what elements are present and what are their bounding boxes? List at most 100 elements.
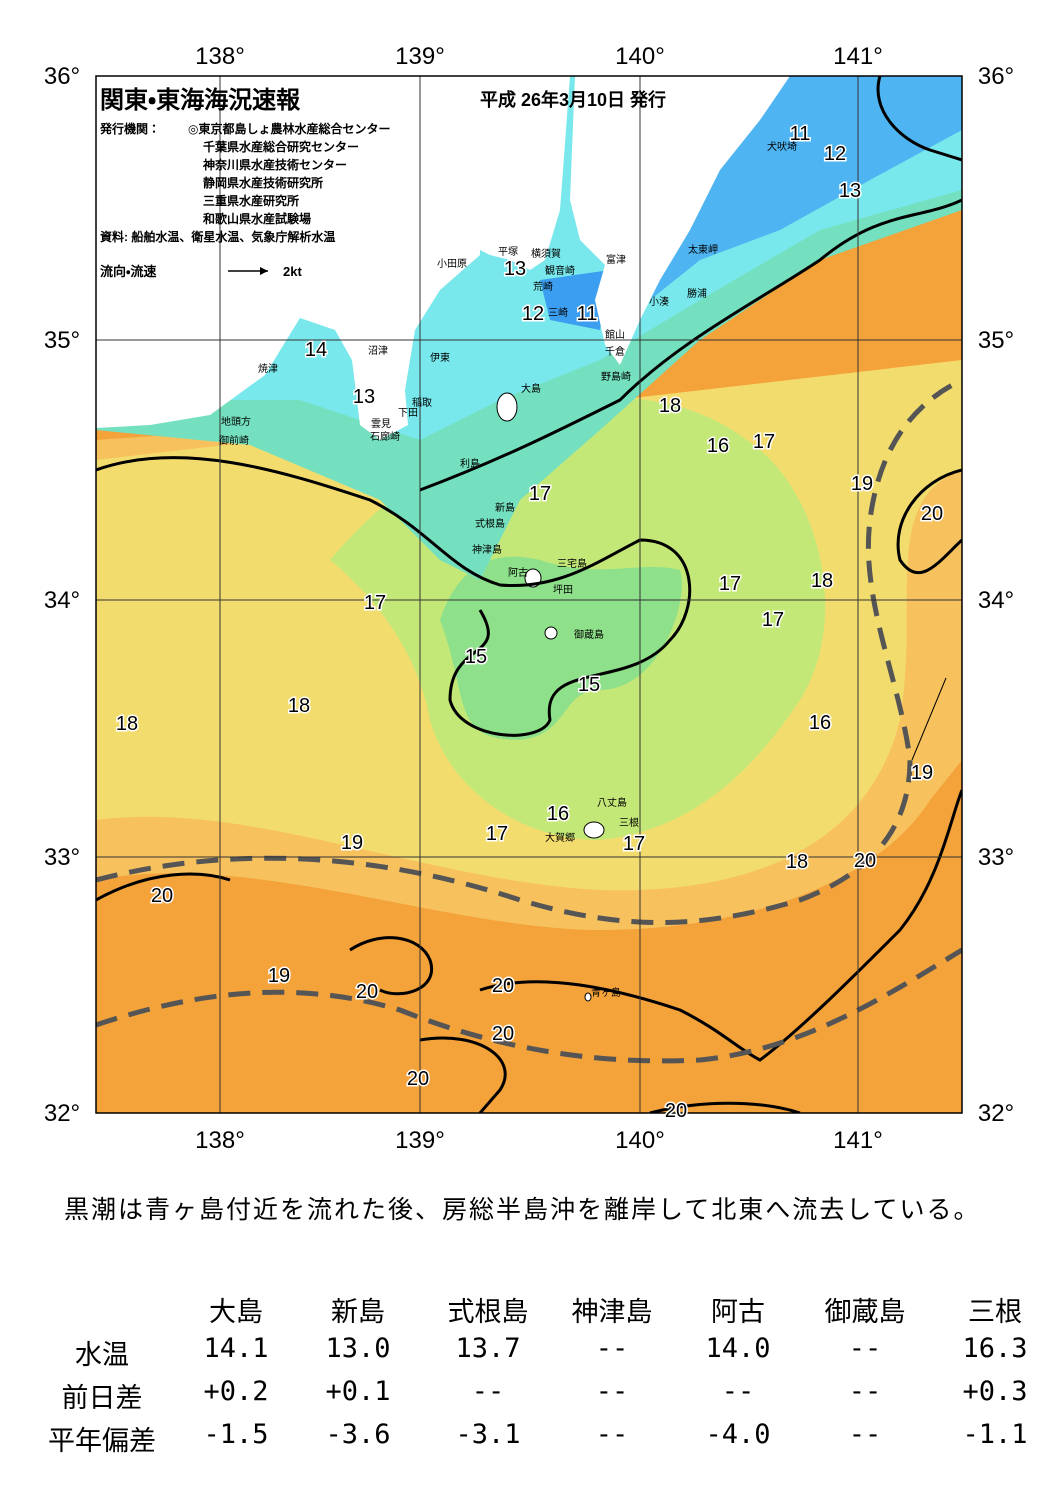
lon-label: 138° [195, 1127, 245, 1154]
column-header: 阿古 [711, 1297, 765, 1328]
table-cell: 14.1 [203, 1333, 269, 1364]
place-name: 太東岬 [688, 243, 718, 256]
issuer: ◎東京都島しょ農林水産総合センター [188, 121, 390, 136]
row-label: 前日差 [61, 1383, 143, 1414]
island [496, 392, 518, 422]
lat-label: 33° [44, 844, 80, 871]
table-cell: -1.5 [203, 1419, 269, 1450]
table-cell: 13.0 [325, 1333, 391, 1364]
lat-label: 35° [44, 327, 80, 354]
column-header: 御蔵島 [824, 1297, 906, 1328]
place-name: 御蔵島 [574, 628, 604, 641]
issuer: 神奈川県水産技術センター [202, 157, 347, 172]
legend-arrowhead [260, 267, 268, 275]
contour-label: 12 [522, 303, 544, 325]
lon-label: 140° [615, 43, 665, 70]
place-name: 阿古 [508, 566, 528, 579]
place-name: 荒崎 [533, 280, 553, 293]
summary: 黒潮は青ヶ島付近を流れた後、房総半島沖を離岸して北東へ流去している。 [64, 1195, 981, 1224]
contour-label: 18 [116, 713, 138, 735]
place-name: 館山 [605, 328, 625, 341]
lon-label: 139° [395, 1127, 445, 1154]
contour-label: 11 [577, 303, 598, 325]
place-name: 伊東 [430, 351, 450, 364]
main-contours [96, 76, 962, 1113]
contour-label: 15 [578, 674, 600, 696]
contour-line [419, 198, 962, 492]
kuroshio-north-edge [96, 377, 962, 925]
contour-label: 12 [824, 143, 846, 165]
kuroshio-axis [96, 377, 962, 1064]
lat-label: 36° [978, 63, 1014, 90]
contour-label: 13 [839, 180, 861, 202]
place-name: 焼津 [258, 363, 278, 375]
issuer: 和歌山県水産試験場 [202, 211, 311, 226]
table-cell: -- [595, 1333, 629, 1364]
island [583, 821, 605, 839]
place-name: 雲見 [371, 418, 391, 430]
contour-label: 16 [809, 712, 831, 734]
table-cell: -- [848, 1419, 882, 1450]
table-cell: -3.6 [325, 1419, 391, 1450]
lat-label: 34° [978, 587, 1014, 614]
lat-label: 33° [978, 844, 1014, 871]
place-name: 観音崎 [545, 264, 575, 277]
place-name: 三崎 [548, 306, 568, 319]
contour-label: 18 [288, 695, 310, 717]
place-name: 利島 [460, 457, 480, 470]
lon-label: 141° [833, 43, 883, 70]
place-name: 平塚 [498, 246, 518, 258]
contour-label: 13 [504, 258, 526, 280]
place-name: 地頭方 [221, 415, 251, 428]
island [544, 626, 558, 640]
contour-label: 11 [790, 123, 811, 145]
contour-line [96, 789, 962, 1113]
map-frame [95, 75, 963, 1114]
land-izu-shizuoka [96, 76, 480, 440]
table-cell: -- [848, 1376, 882, 1407]
column-header: 神津島 [571, 1297, 653, 1328]
contour-label: 18 [786, 851, 808, 873]
contour-label: 20 [356, 981, 378, 1003]
place-name: 沼津 [368, 344, 388, 357]
issue-date: 平成 26年3月10日 発行 [480, 89, 666, 110]
contour-label: 17 [529, 483, 551, 505]
place-name: 新島 [495, 501, 515, 514]
place-name: 三根 [619, 816, 639, 829]
column-header: 新島 [331, 1297, 385, 1328]
contour-label: 18 [659, 395, 681, 417]
lon-label: 138° [195, 43, 245, 70]
lat-label: 32° [978, 1100, 1014, 1127]
kuroshio-south-edge [96, 947, 962, 1064]
place-name: 青ヶ島 [591, 986, 621, 999]
table-cell: -4.0 [705, 1419, 771, 1450]
lon-label: 140° [615, 1127, 665, 1154]
land-boso [570, 76, 790, 365]
table-cell: -3.1 [455, 1419, 521, 1450]
table-cell: -- [848, 1333, 882, 1364]
place-name: 横須賀 [531, 247, 561, 260]
lon-label: 139° [395, 43, 445, 70]
graticule [96, 76, 962, 1113]
contour-label: 16 [707, 435, 729, 457]
contour-label: 14 [305, 339, 327, 361]
island [584, 992, 592, 1002]
table-cell: +0.1 [325, 1376, 391, 1407]
land-miura [480, 76, 570, 270]
issuer: 千葉県水産総合研究センター [203, 139, 359, 154]
table-cell: -- [471, 1376, 505, 1407]
current-arrow [911, 677, 947, 761]
place-name: 小湊 [649, 295, 669, 308]
contour-label: 19 [268, 965, 290, 987]
contour-line [876, 76, 962, 162]
contour-line [896, 468, 962, 575]
contour-label: 17 [486, 823, 508, 845]
cold-water-bay [540, 270, 610, 330]
column-header: 大島 [209, 1297, 263, 1328]
contour-label: 16 [547, 803, 569, 825]
lat-label: 36° [44, 63, 80, 90]
contour-label: 20 [492, 1023, 514, 1045]
row-label: 水温 [75, 1340, 129, 1371]
